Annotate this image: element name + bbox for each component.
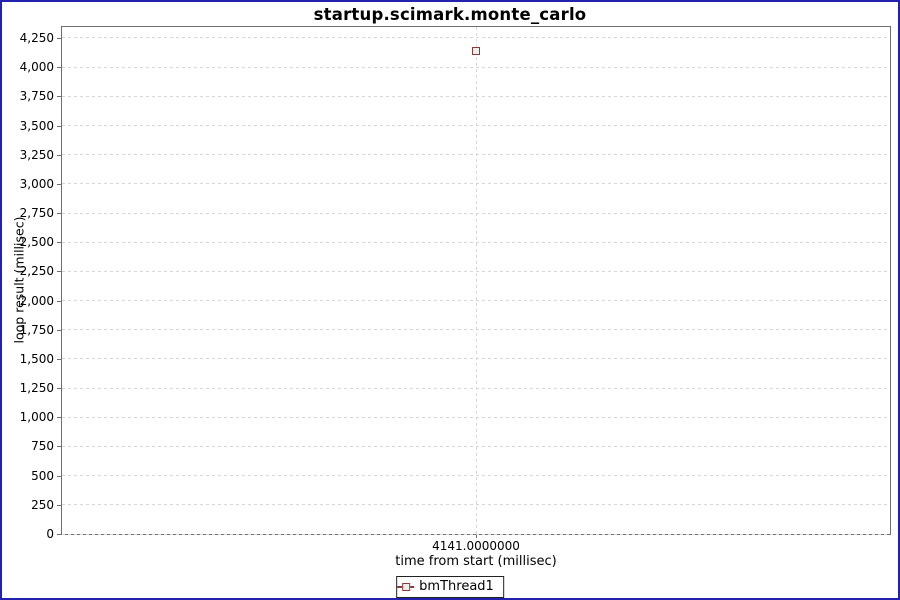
y-tick-label: 3,000 [19,176,54,191]
y-tick-label: 1,250 [19,381,54,396]
data-point-marker [472,46,480,55]
y-tick-label: 1,000 [19,410,54,425]
y-tick-label: 1,500 [19,351,54,366]
y-tick-label: 2,250 [19,264,54,279]
y-tick-mark [57,125,61,127]
y-tick-label: 1,750 [19,322,54,337]
x-gridline [475,27,477,534]
chart-title: startup.scimark.monte_carlo [313,5,587,24]
y-tick-label: 2,750 [19,206,54,221]
y-tick-label: 2,500 [19,235,54,250]
y-tick-label: 500 [31,468,54,483]
y-tick-mark [57,242,61,244]
y-tick-mark [57,37,61,39]
y-tick-label: 750 [31,439,54,454]
y-tick-label: 4,250 [19,30,54,45]
y-tick-mark [57,534,61,535]
legend-series-label: bmThread1 [419,579,494,594]
y-gridline [62,533,890,535]
y-tick-mark [57,183,61,185]
y-tick-mark [57,96,61,98]
y-tick-mark [57,271,61,273]
plot-area [61,26,891,535]
x-tick-label: 4141.0000000 [432,539,520,553]
y-tick-label: 3,500 [19,118,54,133]
legend: bmThread1 [396,576,504,598]
y-tick-label: 2,000 [19,293,54,308]
y-tick-mark [57,67,61,69]
y-tick-mark [57,329,61,331]
x-axis-title: time from start (millisec) [395,554,557,569]
y-tick-mark [57,475,61,477]
y-tick-label: 3,250 [19,147,54,162]
series-square-icon [402,582,411,591]
series-marker-icon [397,582,415,591]
x-tick-mark [476,535,477,538]
y-tick-label: 0 [46,527,54,541]
y-tick-mark [57,213,61,215]
y-tick-label: 4,000 [19,60,54,75]
y-tick-mark [57,417,61,419]
y-tick-mark [57,358,61,360]
y-tick-mark [57,504,61,506]
y-tick-mark [57,154,61,156]
y-tick-mark [57,446,61,448]
y-tick-mark [57,300,61,302]
y-tick-mark [57,388,61,390]
y-tick-label: 3,750 [19,89,54,104]
y-tick-label: 250 [31,497,54,512]
